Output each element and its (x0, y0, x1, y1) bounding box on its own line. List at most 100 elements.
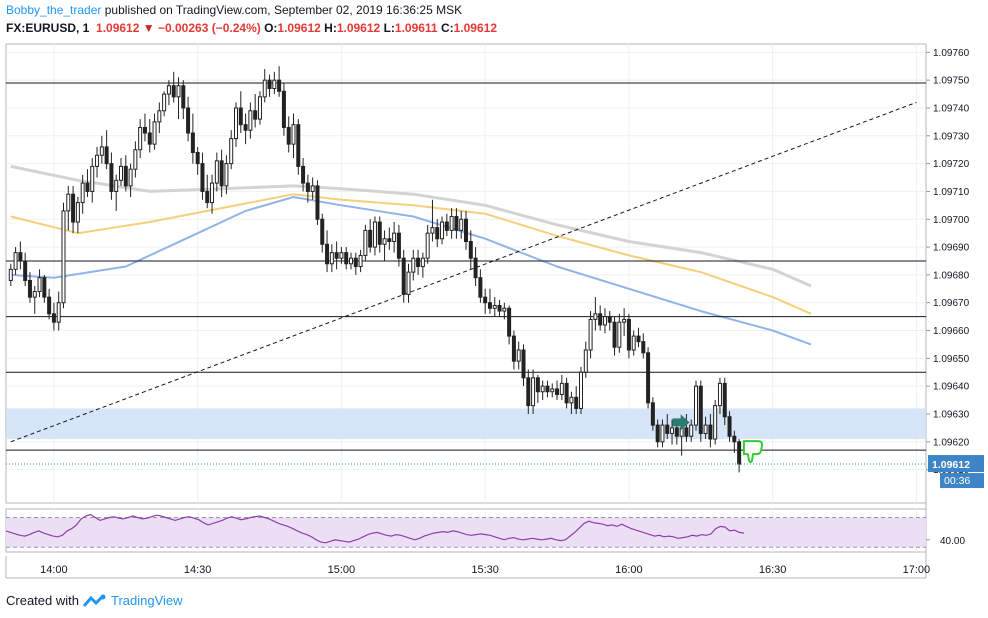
candle-body (588, 318, 593, 351)
candle-body (737, 441, 742, 465)
candle (636, 327, 641, 348)
candle-body (579, 371, 583, 409)
y-tick-label: 1.09640 (933, 382, 970, 393)
candle (612, 316, 617, 356)
candle-body (37, 277, 42, 293)
y-tick-label: 1.09720 (933, 159, 970, 170)
candle (138, 119, 143, 159)
candle-body (406, 271, 411, 295)
x-tick-label: 15:30 (471, 564, 499, 576)
candle-body (51, 313, 56, 323)
candle (622, 308, 627, 337)
candle-body (732, 435, 737, 443)
candle-body (363, 229, 368, 256)
candle-body (473, 257, 478, 279)
candle (214, 152, 219, 192)
y-tick-label: 1.09680 (933, 270, 970, 281)
candle (157, 102, 162, 134)
candle-body (200, 163, 205, 192)
candle (459, 210, 464, 239)
candle (430, 199, 435, 242)
y-tick-label: 1.09760 (933, 48, 970, 59)
candle (531, 369, 536, 414)
y-tick-label: 1.09730 (933, 131, 970, 142)
candle (727, 411, 732, 442)
brand-label[interactable]: TradingView (110, 593, 183, 608)
candle-body (152, 121, 157, 145)
candle (210, 174, 215, 214)
candle-body (176, 85, 181, 98)
candle (47, 288, 52, 320)
candle (377, 216, 382, 253)
candle (689, 419, 694, 442)
candle (272, 71, 277, 95)
candle (37, 269, 42, 298)
candle-body (358, 254, 363, 268)
candle-body (248, 110, 253, 131)
candle-body (224, 163, 229, 187)
candle-body (655, 424, 660, 443)
candle-body (492, 304, 497, 309)
candle (655, 419, 660, 448)
candle (349, 252, 353, 270)
candle-body (372, 221, 377, 248)
candle (607, 311, 612, 331)
candle (401, 249, 406, 303)
candle (296, 119, 301, 175)
candle (90, 158, 95, 203)
candle-body (219, 160, 224, 187)
candle-body (377, 221, 382, 245)
candle-body (617, 321, 622, 348)
candle (473, 247, 478, 287)
candle-body (210, 182, 215, 204)
candle (468, 230, 473, 270)
candle-body (339, 252, 344, 259)
candle (626, 313, 631, 359)
y-tick-label: 1.09670 (933, 298, 970, 309)
candle-body (75, 202, 80, 223)
candle (305, 174, 310, 203)
candle (454, 208, 459, 239)
candle-body (559, 382, 564, 396)
candle-body (56, 302, 61, 323)
candle (382, 230, 387, 261)
candle (109, 152, 114, 200)
candle (18, 241, 23, 270)
candle-body (71, 193, 76, 223)
rsi-band (6, 517, 926, 548)
candle-body (238, 107, 243, 126)
candle (660, 419, 665, 448)
support-zone (6, 408, 926, 440)
candle-body (368, 229, 373, 248)
x-tick-label: 14:30 (184, 564, 212, 576)
candle (152, 113, 157, 150)
candle-body (99, 146, 104, 156)
candle (598, 305, 603, 331)
candle-body (487, 302, 492, 309)
candle-body (502, 307, 507, 312)
candle-body (607, 316, 612, 323)
candle-body (195, 151, 200, 165)
candle-body (234, 107, 238, 140)
footer: Created with TradingView (6, 593, 183, 608)
candle (8, 263, 13, 287)
candle-body (205, 190, 210, 204)
created-with-label: Created with (6, 593, 79, 608)
last-price: 1.09612 (96, 21, 140, 35)
candle-body (612, 321, 617, 348)
x-tick-label: 14:00 (40, 564, 68, 576)
candle (195, 146, 200, 175)
y-tick-label: 1.09630 (933, 409, 970, 420)
candle-body (622, 318, 627, 323)
author-name[interactable]: Bobby_the_trader (6, 3, 102, 17)
open-value: 1.09612 (277, 21, 321, 35)
candle-body (8, 268, 13, 281)
candle (396, 224, 401, 267)
current-price-label: 1.09612 (932, 459, 970, 471)
candle (497, 299, 502, 317)
candle (186, 96, 191, 142)
candle (526, 369, 531, 414)
price-change: −0.00263 (−0.24%) (157, 21, 261, 35)
candle-body (291, 124, 296, 145)
